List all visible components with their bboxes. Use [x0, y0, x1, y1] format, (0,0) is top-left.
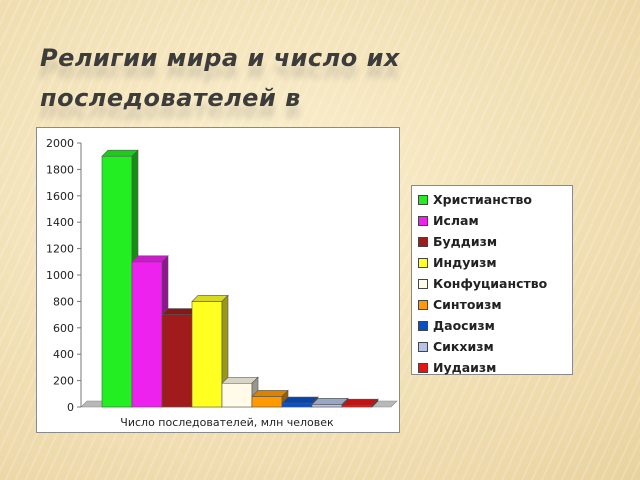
chart-area: 0 200 400 600 800 1000 1200 1400 1600 1800 2000 Чис…	[36, 127, 400, 433]
y-tick-label: 1200	[46, 243, 74, 256]
legend-label: Иудаизм	[433, 360, 497, 375]
bar	[131, 255, 169, 408]
y-tick-label: 1400	[46, 216, 74, 229]
legend-item: Индуизм	[418, 252, 572, 273]
legend-swatch	[418, 236, 428, 247]
y-tick-label: 800	[53, 295, 74, 308]
legend-swatch	[418, 257, 428, 268]
legend-label: Конфуцианство	[433, 276, 548, 291]
legend-label: Индуизм	[433, 255, 497, 270]
bar-front	[281, 402, 313, 408]
legend-item: Христианство	[418, 189, 572, 210]
legend-label: Буддизм	[433, 234, 498, 249]
legend-swatch	[418, 278, 428, 289]
bar-side	[371, 398, 379, 408]
x-axis-label: Число последователей, млн человек	[120, 416, 334, 429]
legend-item: Буддизм	[418, 231, 572, 252]
legend-label: Сикхизм	[433, 339, 494, 354]
legend-item: Синтоизм	[418, 294, 572, 315]
bar	[341, 398, 379, 408]
legend-item: Конфуцианство	[418, 273, 572, 294]
legend-item: Сикхизм	[418, 336, 572, 357]
y-tick-label: 1000	[46, 269, 74, 282]
bar-chart: 0 200 400 600 800 1000 1200 1400 1600 1800 2000 Чис…	[46, 137, 398, 429]
bar-front	[131, 261, 163, 408]
bar-front	[251, 396, 283, 408]
y-tick-label: 600	[53, 322, 74, 335]
legend-item: Ислам	[418, 210, 572, 231]
y-tick-label: 400	[53, 348, 74, 361]
legend-label: Христианство	[433, 192, 532, 207]
bar-front	[101, 155, 133, 408]
bar-front	[311, 404, 343, 408]
y-tick-label: 1800	[46, 163, 74, 176]
chart-legend: Христианство Ислам Буддизм Индуизм Конфуциан…	[411, 185, 573, 375]
y-tick-label: 200	[53, 375, 74, 388]
legend-swatch	[418, 194, 428, 205]
bar-front	[221, 382, 253, 408]
legend-swatch	[418, 362, 428, 373]
legend-label: Синтоизм	[433, 297, 502, 312]
legend-swatch	[418, 299, 428, 310]
legend-item: Даосизм	[418, 315, 572, 336]
y-tick-label: 2000	[46, 137, 74, 150]
legend-swatch	[418, 341, 428, 352]
bar-front	[191, 301, 223, 408]
slide-title-line-1: Религии мира и число их последователей в	[40, 44, 400, 112]
legend-label: Даосизм	[433, 318, 495, 333]
y-tick-label: 0	[67, 401, 74, 414]
y-tick-label: 1600	[46, 190, 74, 203]
legend-item: Иудаизм	[418, 357, 572, 378]
legend-label: Ислам	[433, 213, 479, 228]
legend-swatch	[418, 320, 428, 331]
legend-swatch	[418, 215, 428, 226]
bar	[101, 149, 139, 408]
bar-front	[161, 314, 193, 408]
